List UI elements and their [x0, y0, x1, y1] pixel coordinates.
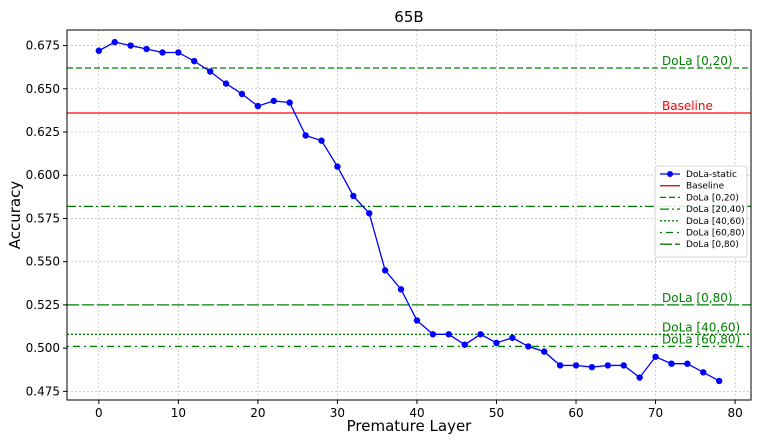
- data-point: [477, 331, 484, 338]
- x-tick-label: 40: [409, 406, 424, 420]
- reference-line-annotation: DoLa [40,60): [662, 320, 740, 334]
- series-layer: [95, 38, 723, 385]
- legend-label: DoLa [60,80): [686, 229, 745, 239]
- x-axis-label: Premature Layer: [347, 417, 473, 435]
- y-tick-label: 0.550: [26, 255, 60, 269]
- y-tick-label: 0.650: [26, 82, 60, 96]
- data-point: [381, 267, 389, 274]
- x-tick-label: 60: [568, 406, 583, 420]
- data-point: [715, 377, 723, 385]
- data-point: [302, 132, 309, 139]
- data-point: [334, 163, 341, 170]
- legend-label: DoLa-static: [686, 170, 737, 180]
- data-point: [700, 369, 707, 376]
- data-point: [509, 334, 516, 341]
- data-point: [95, 47, 103, 54]
- data-point: [286, 99, 293, 106]
- data-point: [572, 362, 580, 369]
- data-point: [397, 286, 405, 293]
- y-tick-label: 0.625: [26, 125, 60, 139]
- y-tick-label: 0.500: [26, 341, 60, 355]
- data-point: [191, 57, 198, 65]
- data-point: [111, 38, 118, 46]
- data-point: [493, 339, 500, 347]
- data-point: [318, 137, 325, 144]
- data-point: [175, 49, 182, 56]
- data-point: [652, 353, 659, 360]
- legend-label: DoLa [20,40): [686, 205, 745, 215]
- data-point: [668, 360, 675, 367]
- x-tick-label: 0: [95, 406, 103, 420]
- data-point: [684, 360, 691, 367]
- y-tick-label: 0.675: [26, 39, 60, 53]
- series-line: [98, 41, 720, 382]
- data-point: [270, 97, 277, 105]
- y-axis-label: Accuracy: [6, 181, 24, 250]
- data-point: [636, 374, 643, 381]
- legend-label: DoLa [40,60): [686, 217, 745, 227]
- data-point: [525, 343, 532, 350]
- data-point: [620, 362, 627, 369]
- data-point: [222, 80, 230, 87]
- data-point: [413, 317, 421, 324]
- data-point: [588, 363, 596, 371]
- x-tick-label: 70: [648, 406, 663, 420]
- y-tick-label: 0.525: [26, 298, 60, 312]
- data-point: [366, 210, 373, 217]
- reference-line-annotation: DoLa [0,20): [662, 54, 733, 68]
- data-point: [350, 192, 357, 200]
- data-point: [541, 348, 548, 355]
- data-point: [556, 362, 564, 369]
- data-point: [254, 102, 262, 110]
- data-point: [127, 42, 134, 49]
- data-point: [429, 331, 437, 338]
- x-tick-label: 50: [489, 406, 504, 420]
- plot-area-frame: [66, 29, 752, 401]
- data-point: [445, 331, 452, 338]
- reference-line-annotation: DoLa [0,80): [662, 291, 733, 305]
- legend-marker: [667, 171, 673, 177]
- chart-title: 65B: [394, 8, 423, 26]
- legend-label: Baseline: [686, 182, 725, 192]
- data-point: [206, 68, 214, 75]
- x-tick-label: 10: [171, 406, 186, 420]
- x-tick-label: 30: [330, 406, 345, 420]
- y-tick-label: 0.600: [26, 168, 60, 182]
- data-point: [238, 90, 246, 98]
- legend-label: DoLa [0,80): [686, 240, 739, 250]
- reference-line-annotation: Baseline: [662, 99, 713, 113]
- data-point: [159, 49, 166, 56]
- legend-label: DoLa [0,20): [686, 193, 739, 203]
- data-point: [461, 341, 468, 348]
- x-tick-label: 20: [250, 406, 265, 420]
- axis-ticks: 0 10 20 30 40 50 60 70 80 0.475 0.500 0.525 0.550 0.5…: [26, 39, 743, 420]
- reference-line-annotation: DoLa [60,80): [662, 332, 740, 346]
- y-tick-label: 0.575: [26, 211, 60, 225]
- x-tick-label: 80: [727, 406, 742, 420]
- y-tick-label: 0.475: [26, 384, 60, 398]
- grid: [67, 30, 751, 400]
- data-point: [143, 45, 150, 53]
- legend-box: [654, 165, 748, 258]
- data-point: [604, 362, 612, 369]
